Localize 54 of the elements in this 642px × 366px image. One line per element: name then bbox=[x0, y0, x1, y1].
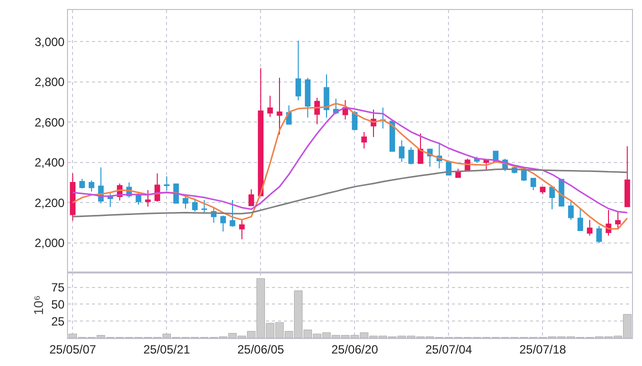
candlestick bbox=[324, 74, 330, 118]
candlestick bbox=[380, 107, 386, 130]
candlestick bbox=[398, 140, 404, 162]
candlestick bbox=[88, 180, 94, 192]
candlestick bbox=[624, 146, 630, 208]
candlestick bbox=[192, 198, 198, 212]
candlestick bbox=[390, 120, 396, 152]
y-tick-label: 2,200 bbox=[34, 196, 65, 210]
candlestick bbox=[108, 193, 114, 208]
y-tick-label: 25 bbox=[51, 314, 65, 328]
y-tick-label: 2,400 bbox=[34, 156, 65, 170]
candlestick bbox=[586, 219, 592, 236]
candlestick bbox=[202, 199, 208, 214]
candlestick bbox=[267, 95, 273, 118]
candlestick bbox=[220, 215, 226, 232]
y-tick-label: 50 bbox=[51, 297, 65, 312]
candlestick bbox=[248, 188, 254, 206]
candlestick bbox=[230, 199, 236, 228]
candlestick bbox=[615, 210, 621, 230]
candlestick bbox=[79, 178, 85, 189]
candlestick bbox=[578, 208, 584, 232]
candlestick bbox=[136, 192, 142, 206]
y-tick-label: 2,000 bbox=[34, 236, 65, 250]
candlestick bbox=[164, 176, 170, 191]
y-tick-label: 2,600 bbox=[34, 115, 65, 130]
candlestick bbox=[296, 40, 302, 101]
x-tick-label: 25/06/20 bbox=[331, 342, 378, 356]
y-tick-label: 3,000 bbox=[34, 34, 65, 49]
candlestick bbox=[568, 199, 574, 220]
candlestick bbox=[276, 77, 282, 136]
candlestick bbox=[70, 172, 76, 222]
candlestick bbox=[530, 178, 536, 191]
candlestick bbox=[145, 190, 151, 208]
candlestick bbox=[596, 225, 602, 244]
line-series bbox=[72, 168, 628, 218]
candlestick bbox=[304, 77, 310, 118]
y-tick-label: 2,800 bbox=[34, 75, 65, 90]
candlestick bbox=[549, 186, 555, 210]
line-series bbox=[72, 102, 628, 230]
candlestick bbox=[361, 131, 367, 149]
x-tick-label: 25/06/05 bbox=[237, 342, 284, 356]
candlestick bbox=[239, 219, 245, 240]
x-tick-label: 25/07/18 bbox=[519, 342, 566, 356]
candlestick bbox=[408, 146, 414, 165]
candlestick bbox=[182, 194, 188, 210]
candlestick bbox=[521, 169, 527, 182]
x-tick-label: 25/05/07 bbox=[49, 342, 96, 356]
x-tick-label: 25/05/21 bbox=[143, 342, 190, 356]
y-axis-title: 10⁶ bbox=[31, 295, 46, 316]
candlestick bbox=[418, 133, 424, 164]
line-series bbox=[72, 106, 628, 214]
candlestick bbox=[314, 97, 320, 125]
y-tick-label: 75 bbox=[51, 280, 65, 294]
x-tick-label: 25/07/04 bbox=[425, 342, 472, 356]
